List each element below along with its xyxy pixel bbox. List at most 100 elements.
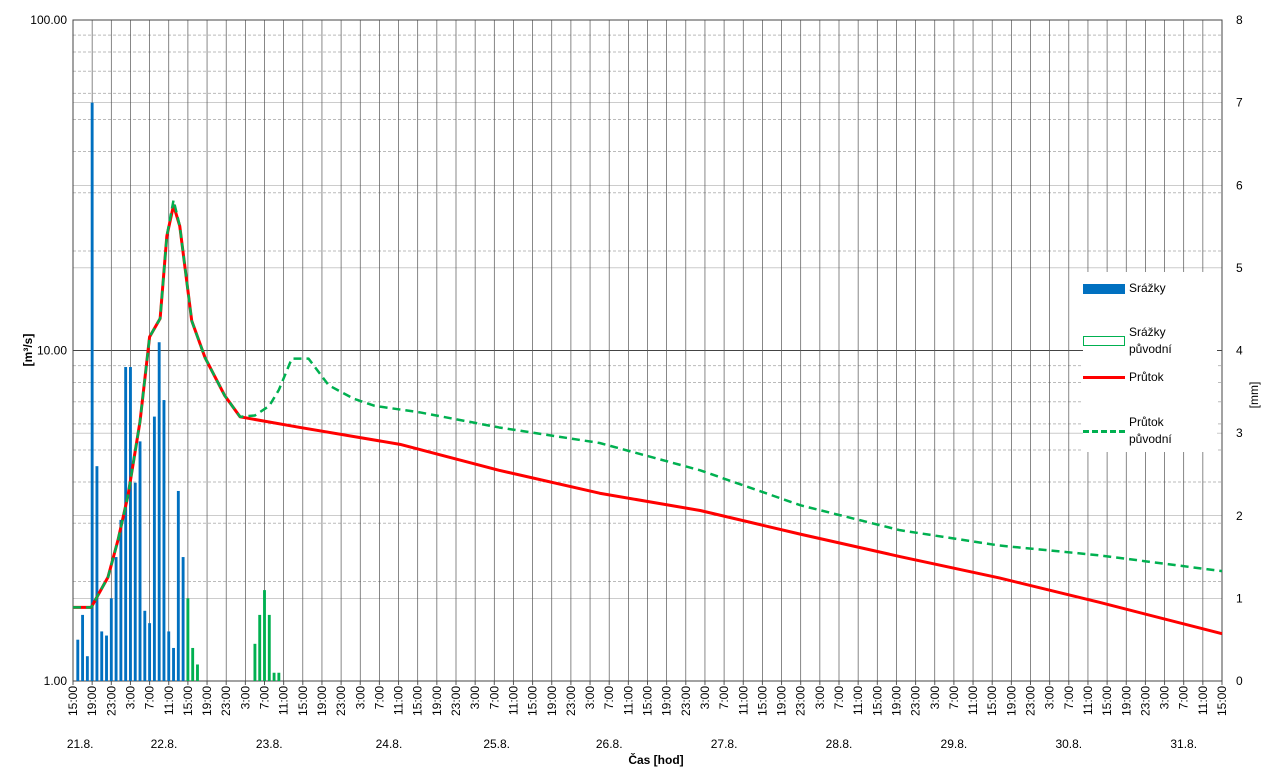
x-tick-label: 15:00: [411, 686, 425, 716]
x-date-label: 31.8.: [1170, 737, 1197, 751]
bar: [186, 598, 190, 681]
x-tick-label: 15:00: [755, 686, 769, 716]
bar: [105, 635, 108, 681]
x-tick-label: 19:00: [200, 686, 214, 716]
bar: [167, 631, 171, 681]
bar: [191, 647, 195, 681]
bar: [76, 639, 80, 681]
x-tick-label: 3:00: [928, 686, 942, 710]
legend-item: Srážky původní: [1083, 324, 1205, 358]
x-date-label: 27.8.: [711, 737, 738, 751]
x-tick-label: 3:00: [1158, 686, 1172, 710]
y2-tick-label: 6: [1236, 178, 1243, 192]
y2-tick-label: 1: [1236, 591, 1243, 605]
bar: [258, 614, 262, 681]
bar: [196, 664, 199, 681]
x-tick-label: 11:00: [966, 686, 980, 715]
x-date-label: 28.8.: [826, 737, 853, 751]
x-tick-label: 15:00: [1100, 686, 1114, 716]
bar: [81, 614, 85, 681]
y2-axis-label: [mm]: [1247, 382, 1261, 409]
line: [73, 198, 1223, 609]
y-tick-label: 100.00: [30, 13, 67, 27]
x-tick-label: 7:00: [143, 686, 157, 710]
bar: [162, 400, 166, 681]
bar: [100, 631, 104, 681]
bar: [176, 490, 180, 681]
bar: [272, 672, 276, 681]
x-tick-label: 19:00: [315, 686, 329, 716]
bar: [253, 643, 257, 681]
x-tick-label: 7:00: [258, 686, 272, 710]
x-tick-label: 15:00: [66, 686, 80, 716]
x-date-label: 25.8.: [483, 737, 510, 751]
x-tick-label: 15:00: [641, 686, 655, 716]
bar: [172, 647, 175, 681]
x-tick-label: 3:00: [813, 686, 827, 710]
x-tick-label: 19:00: [1004, 686, 1018, 716]
x-tick-label: 11:00: [851, 686, 865, 715]
y2-tick-label: 8: [1236, 13, 1243, 27]
bar: [95, 466, 99, 681]
x-tick-label: 15:00: [526, 686, 540, 716]
bar: [119, 519, 123, 681]
bar: [124, 367, 128, 681]
x-tick-label: 3:00: [238, 686, 252, 710]
x-date-label: 21.8.: [67, 737, 94, 751]
bar: [267, 614, 271, 681]
bar: [157, 342, 161, 681]
x-tick-label: 19:00: [430, 686, 444, 716]
bar: [263, 590, 266, 681]
x-tick-label: 7:00: [717, 686, 731, 710]
x-tick-label: 23:00: [1138, 686, 1152, 716]
x-tick-label: 23:00: [679, 686, 693, 716]
x-date-label: 30.8.: [1055, 737, 1082, 751]
bar: [109, 598, 113, 681]
legend-label: Průtok: [1129, 370, 1164, 384]
bar: [85, 656, 89, 681]
legend-swatch: [1083, 429, 1125, 433]
x-tick-label: 7:00: [832, 686, 846, 710]
bar: [90, 102, 94, 681]
plot-border: [72, 19, 1223, 682]
x-tick-label: 11:00: [506, 686, 520, 715]
x-tick-label: 19:00: [85, 686, 99, 716]
x-tick-label: 23:00: [564, 686, 578, 716]
x-tick-label: 15:00: [985, 686, 999, 716]
x-date-label: 26.8.: [596, 737, 623, 751]
x-tick-label: 23:00: [449, 686, 463, 716]
x-tick-label: 11:00: [392, 686, 406, 715]
x-tick-label: 7:00: [602, 686, 616, 710]
bar: [114, 557, 118, 681]
x-tick-label: 11:00: [736, 686, 750, 715]
x-tick-label: 11:00: [621, 686, 635, 715]
x-tick-label: 15:00: [181, 686, 195, 716]
x-axis-label: Čas [hod]: [628, 752, 683, 767]
legend-item: Průtok původní: [1083, 414, 1205, 448]
x-tick-label: 15:00: [296, 686, 310, 716]
x-tick-label: 19:00: [660, 686, 674, 716]
x-tick-label: 11:00: [162, 686, 176, 715]
y2-tick-label: 5: [1236, 261, 1243, 275]
x-tick-label: 23:00: [334, 686, 348, 716]
x-tick-label: 19:00: [775, 686, 789, 716]
x-tick-label: 3:00: [1043, 686, 1057, 710]
y2-tick-label: 4: [1236, 344, 1243, 358]
x-tick-label: 15:00: [1215, 686, 1229, 716]
bar: [152, 416, 156, 681]
legend-label: Srážky původní: [1129, 325, 1172, 356]
legend-swatch: [1083, 336, 1125, 346]
x-date-label: 23.8.: [256, 737, 283, 751]
x-tick-label: 23:00: [1024, 686, 1038, 716]
x-tick-label: 23:00: [794, 686, 808, 716]
legend-label: Průtok původní: [1129, 415, 1172, 446]
y2-tick-label: 0: [1236, 674, 1243, 688]
x-tick-label: 3:00: [698, 686, 712, 710]
x-tick-label: 19:00: [889, 686, 903, 716]
y-tick-label: 1.00: [44, 674, 68, 688]
x-tick-label: 23:00: [909, 686, 923, 716]
bar: [133, 482, 137, 681]
x-date-label: 24.8.: [376, 737, 403, 751]
